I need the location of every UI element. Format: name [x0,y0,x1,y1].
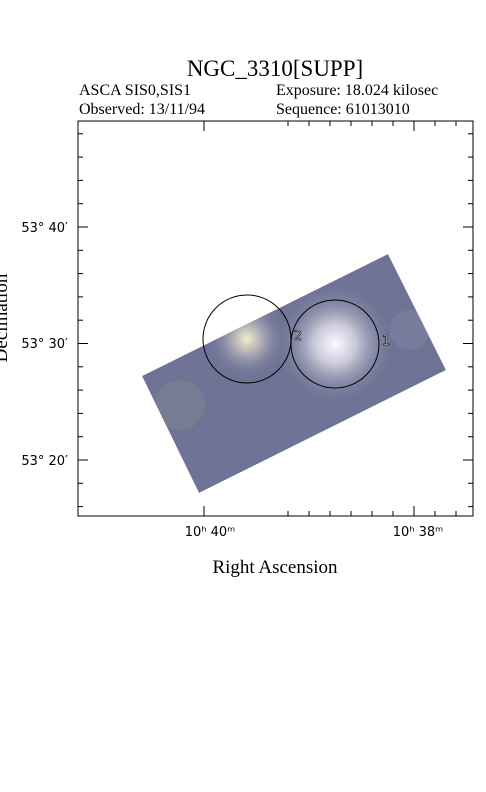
y-tick-label: 53° 30′ [21,337,68,352]
ticks [78,121,473,516]
sequence: Sequence: 61013010 [276,101,410,118]
x-tick-label: 10ʰ 38ᵐ [393,525,444,540]
exposure: Exposure: 18.024 kilosec [276,82,438,99]
y-axis-label: Declination [0,273,12,362]
region-label: 2 [294,329,302,344]
region-label: 1 [382,334,390,349]
region-circle [290,299,380,389]
plot-frame [77,120,474,517]
x-axis-label: Right Ascension [212,557,338,578]
x-tick-label: 10ʰ 40ᵐ [185,525,236,540]
y-tick-label: 53° 20′ [21,454,68,469]
instrument: ASCA SIS0,SIS1 [79,82,191,99]
y-tick-label: 53° 40′ [21,221,68,236]
title: NGC_3310[SUPP] [187,56,363,81]
observed: Observed: 13/11/94 [79,101,205,118]
